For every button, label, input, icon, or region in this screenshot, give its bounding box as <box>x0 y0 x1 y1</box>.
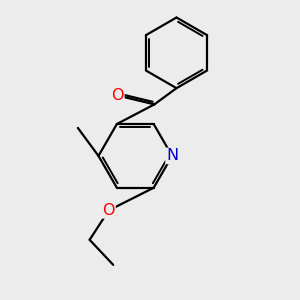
Text: O: O <box>103 203 115 218</box>
Text: O: O <box>111 88 124 103</box>
Text: N: N <box>166 148 178 164</box>
